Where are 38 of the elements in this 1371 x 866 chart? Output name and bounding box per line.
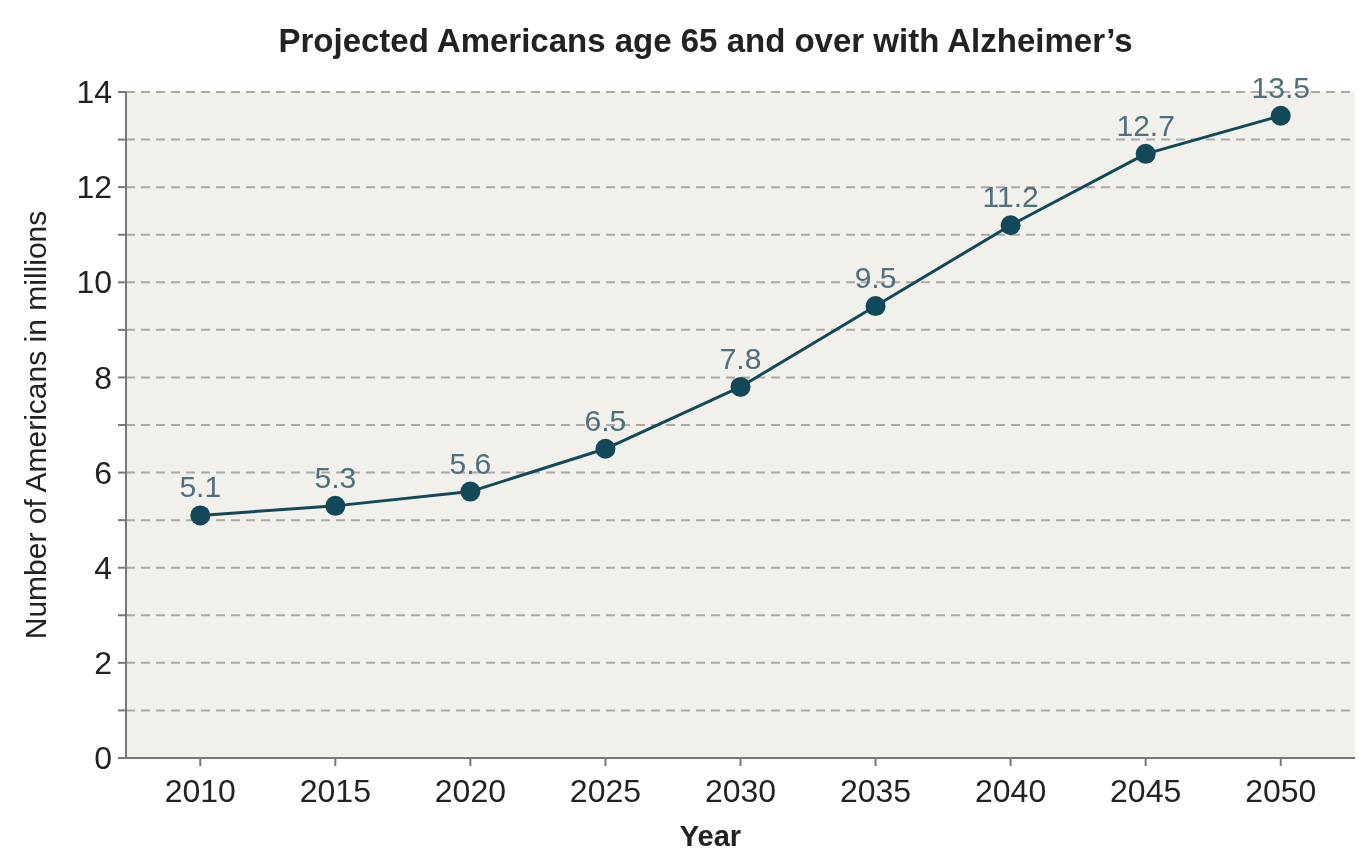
data-label: 5.3 bbox=[314, 460, 357, 494]
x-tick-label: 2035 bbox=[839, 773, 912, 809]
point bbox=[1000, 215, 1021, 236]
data-label: 9.5 bbox=[854, 261, 897, 295]
data-label: 11.2 bbox=[982, 180, 1039, 214]
x-tick-label: 2020 bbox=[434, 773, 506, 809]
y-tick-label: 8 bbox=[94, 359, 112, 396]
y-tick-label: 6 bbox=[94, 454, 112, 491]
point bbox=[190, 505, 211, 526]
data-label: 5.1 bbox=[179, 470, 222, 504]
point bbox=[325, 495, 346, 516]
x-tick-label: 2030 bbox=[704, 773, 777, 809]
y-tick-label: 10 bbox=[76, 264, 112, 301]
x-tick-label: 2040 bbox=[975, 773, 1047, 809]
x-tick-label: 2010 bbox=[164, 773, 236, 809]
point bbox=[865, 296, 886, 317]
y-tick-label: 0 bbox=[94, 740, 112, 777]
y-tick-label: 14 bbox=[76, 74, 112, 111]
x-axis-title: Year bbox=[679, 820, 742, 852]
y-tick-label: 2 bbox=[94, 645, 112, 682]
x-tick-label: 2025 bbox=[569, 773, 642, 809]
data-label: 12.7 bbox=[1116, 108, 1175, 142]
point bbox=[1270, 105, 1291, 126]
data-label: 6.5 bbox=[584, 403, 627, 437]
x-tick-label: 2045 bbox=[1110, 773, 1182, 809]
x-tick-label: 2015 bbox=[299, 773, 371, 809]
point bbox=[460, 481, 481, 502]
data-label: 5.6 bbox=[449, 446, 492, 480]
point bbox=[595, 438, 616, 459]
x-tick-label: 2050 bbox=[1245, 773, 1317, 809]
point bbox=[730, 376, 751, 397]
chart-title: Projected Americans age 65 and over with Alzheimer’s bbox=[278, 22, 1133, 59]
data-label: 7.8 bbox=[719, 341, 762, 375]
y-tick-label: 4 bbox=[94, 549, 112, 586]
y-axis-title: Number of Americans in millions bbox=[19, 210, 52, 640]
data-label: 13.5 bbox=[1251, 70, 1310, 104]
point bbox=[1135, 143, 1156, 164]
y-tick-label: 12 bbox=[76, 169, 112, 206]
